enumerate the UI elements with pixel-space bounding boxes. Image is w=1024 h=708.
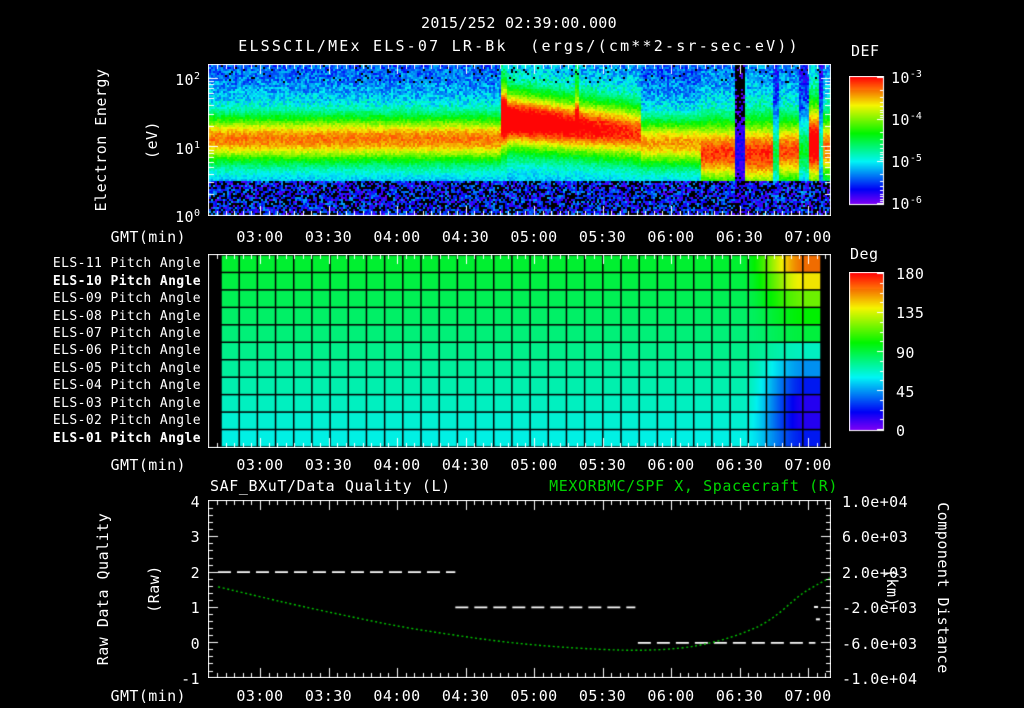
flux-units: (ergs/(cm**2-sr-sec-eV)) bbox=[530, 37, 800, 55]
def-colorbar-title: DEF bbox=[851, 42, 880, 60]
els-row-label: ELS-01 Pitch Angle bbox=[52, 430, 201, 446]
timeseries-left-title: SAF_BXuT/Data Quality (L) bbox=[210, 477, 451, 495]
gmt-axis-label: GMT(min) bbox=[110, 228, 186, 246]
els-row-label: ELS-08 Pitch Angle bbox=[52, 308, 201, 324]
time-tick-label: 03:00 bbox=[236, 228, 284, 246]
distance-tick-label: -2.0e+03 bbox=[842, 599, 918, 617]
gmt-axis-label: GMT(min) bbox=[110, 456, 186, 474]
time-tick-label: 06:00 bbox=[647, 228, 695, 246]
quality-tick-label: 2 bbox=[190, 564, 200, 582]
def-colorbar-tick-label: 10-5 bbox=[891, 153, 922, 171]
def-colorbar-tick-label: 10-6 bbox=[891, 195, 922, 213]
time-tick-label: 05:00 bbox=[510, 456, 558, 474]
time-tick-label: 03:30 bbox=[304, 687, 353, 705]
timeseries-right-axis-label-line2: (km) bbox=[883, 568, 901, 608]
deg-colorbar-tick-label: 90 bbox=[896, 344, 915, 362]
def-colorbar-tick-label: 10-3 bbox=[891, 69, 922, 87]
time-tick-label: 04:30 bbox=[441, 456, 490, 474]
distance-tick-label: 2.0e+03 bbox=[842, 564, 909, 582]
els-row-label: ELS-06 Pitch Angle bbox=[52, 343, 201, 359]
deg-colorbar-title: Deg bbox=[850, 245, 879, 263]
deg-colorbar-tick-label: 0 bbox=[896, 422, 906, 440]
timeseries-right-axis-label: Component Distance (km) bbox=[883, 488, 985, 688]
quality-tick-label: 0 bbox=[190, 635, 200, 653]
time-tick-label: 07:00 bbox=[784, 456, 832, 474]
time-tick-label: 04:30 bbox=[441, 228, 490, 246]
gmt-axis-label: GMT(min) bbox=[110, 687, 186, 705]
time-tick-label: 05:30 bbox=[578, 228, 627, 246]
quality-tick-label: -1 bbox=[181, 670, 200, 688]
timeseries-left-axis-label-line1: Raw Data Quality bbox=[94, 512, 112, 666]
spectrogram-y-axis-label: Electron Energy (eV) bbox=[59, 60, 161, 220]
deg-colorbar-tick-label: 135 bbox=[896, 304, 925, 322]
time-tick-label: 04:00 bbox=[373, 228, 421, 246]
time-tick-label: 04:30 bbox=[441, 687, 490, 705]
def-colorbar-tick-label: 10-4 bbox=[891, 111, 922, 129]
time-tick-label: 03:00 bbox=[236, 687, 284, 705]
def-colorbar-canvas bbox=[849, 76, 885, 206]
els-row-label: ELS-10 Pitch Angle bbox=[52, 273, 201, 289]
els-row-label: ELS-02 Pitch Angle bbox=[52, 413, 201, 429]
distance-tick-label: 6.0e+03 bbox=[842, 528, 909, 546]
timeseries-canvas bbox=[208, 500, 831, 678]
distance-tick-label: -1.0e+04 bbox=[842, 670, 918, 688]
timeseries-right-axis-label-line1: Component Distance bbox=[934, 502, 952, 674]
timeseries-left-axis-label: Raw Data Quality (Raw) bbox=[61, 504, 163, 674]
time-tick-label: 04:00 bbox=[373, 456, 421, 474]
distance-tick-label: 1.0e+04 bbox=[842, 493, 909, 511]
instrument-title: ELSSCIL/MEx ELS-07 LR-Bk bbox=[238, 37, 508, 55]
time-tick-label: 06:00 bbox=[647, 456, 695, 474]
time-tick-label: 06:30 bbox=[715, 228, 764, 246]
timeseries-right-title: MEXORBMC/SPF X, Spacecraft (R) bbox=[549, 477, 838, 495]
quality-tick-label: 3 bbox=[190, 528, 200, 546]
time-tick-label: 06:30 bbox=[715, 456, 764, 474]
time-tick-label: 07:00 bbox=[784, 687, 832, 705]
els-row-label: ELS-07 Pitch Angle bbox=[52, 326, 201, 342]
time-tick-label: 05:30 bbox=[578, 687, 627, 705]
spectrogram-canvas bbox=[208, 64, 831, 216]
time-tick-label: 05:00 bbox=[510, 687, 558, 705]
els-row-label: ELS-03 Pitch Angle bbox=[52, 395, 201, 411]
distance-tick-label: -6.0e+03 bbox=[842, 635, 918, 653]
els-row-label: ELS-05 Pitch Angle bbox=[52, 360, 201, 376]
time-tick-label: 03:30 bbox=[304, 228, 353, 246]
time-tick-label: 07:00 bbox=[784, 228, 832, 246]
energy-tick-label: 102 bbox=[175, 71, 200, 89]
time-tick-label: 06:00 bbox=[647, 687, 695, 705]
deg-colorbar-tick-label: 45 bbox=[896, 383, 915, 401]
time-tick-label: 04:00 bbox=[373, 687, 421, 705]
energy-tick-label: 101 bbox=[175, 140, 200, 158]
time-tick-label: 05:00 bbox=[510, 228, 558, 246]
deg-colorbar-canvas bbox=[849, 272, 885, 432]
spectrogram-y-axis-label-line1: Electron Energy bbox=[92, 68, 110, 212]
quality-tick-label: 1 bbox=[190, 599, 200, 617]
els-row-label: ELS-11 Pitch Angle bbox=[52, 256, 201, 272]
els-row-label: ELS-04 Pitch Angle bbox=[52, 378, 201, 394]
time-tick-label: 06:30 bbox=[715, 687, 764, 705]
pitch-angle-grid-canvas bbox=[208, 254, 831, 448]
quality-tick-label: 4 bbox=[190, 493, 200, 511]
deg-colorbar-tick-label: 180 bbox=[896, 265, 925, 283]
plot-timestamp: 2015/252 02:39:00.000 bbox=[421, 14, 617, 32]
time-tick-label: 05:30 bbox=[578, 456, 627, 474]
els-row-label: ELS-09 Pitch Angle bbox=[52, 291, 201, 307]
title-units-gap bbox=[508, 37, 530, 55]
time-tick-label: 03:30 bbox=[304, 456, 353, 474]
energy-tick-label: 100 bbox=[175, 208, 200, 226]
time-tick-label: 03:00 bbox=[236, 456, 284, 474]
plot-title: ELSSCIL/MEx ELS-07 LR-Bk (ergs/(cm**2-sr… bbox=[7, 37, 1024, 55]
timeseries-left-axis-label-line2: (Raw) bbox=[145, 565, 163, 613]
